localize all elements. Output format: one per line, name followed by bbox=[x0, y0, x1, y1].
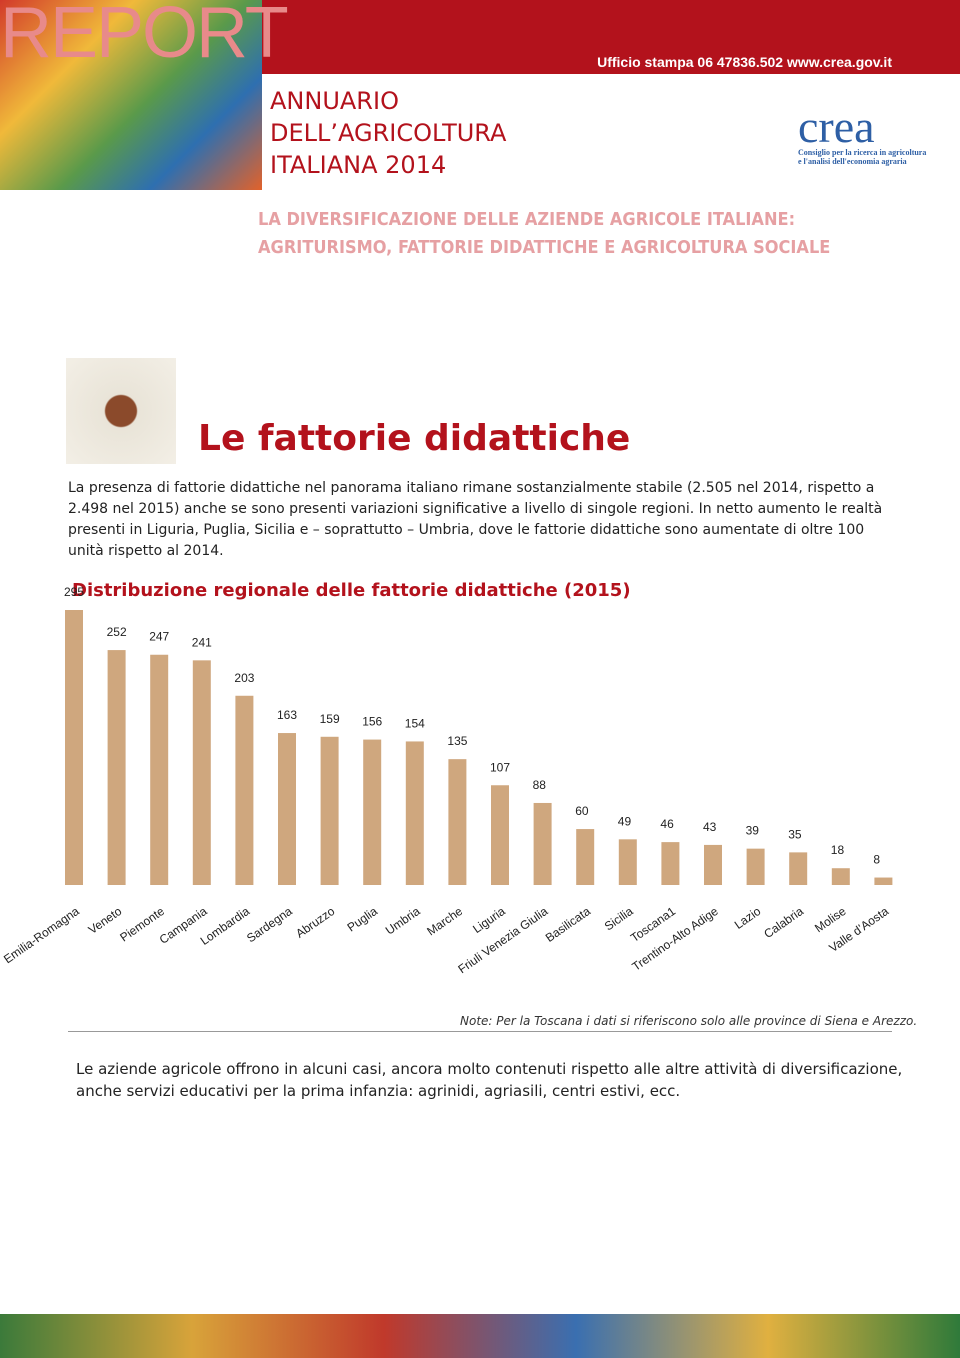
value-label: 241 bbox=[192, 635, 212, 649]
bar bbox=[448, 759, 467, 885]
value-label: 156 bbox=[362, 715, 382, 729]
chart: Distribuzione regionale delle fattorie d… bbox=[1, 580, 893, 975]
bar bbox=[789, 852, 808, 885]
logo-caption-line: Consiglio per la ricerca in agricoltura bbox=[798, 148, 927, 157]
value-label: 43 bbox=[703, 820, 717, 834]
bar bbox=[192, 660, 211, 885]
value-label: 295 bbox=[64, 585, 84, 599]
bar bbox=[874, 877, 893, 885]
annual-title: ANNUARIO DELL’AGRICOLTURA ITALIANA 2014 bbox=[270, 85, 506, 181]
section-title: Le fattorie didattiche bbox=[198, 418, 631, 459]
value-label: 159 bbox=[320, 712, 340, 726]
logo-caption: Consiglio per la ricerca in agricoltura … bbox=[798, 148, 926, 166]
bar bbox=[320, 736, 339, 885]
logo-caption-line: e l'analisi dell'economia agraria bbox=[798, 157, 907, 166]
bar bbox=[618, 839, 637, 885]
title-line: ANNUARIO bbox=[270, 87, 399, 115]
category-label: Sicilia bbox=[602, 904, 636, 934]
value-label: 163 bbox=[277, 708, 297, 722]
category-label: Calabria bbox=[761, 904, 806, 941]
value-label: 18 bbox=[831, 843, 845, 857]
contact: Ufficio stampa 06 47836.502 www.crea.gov… bbox=[597, 54, 892, 70]
value-label: 39 bbox=[746, 824, 760, 838]
bar bbox=[576, 829, 595, 885]
category-label: Lazio bbox=[732, 904, 764, 932]
footer-artwork bbox=[0, 1314, 960, 1358]
bar bbox=[746, 848, 765, 885]
bar bbox=[363, 739, 382, 885]
bar bbox=[831, 868, 850, 885]
intro: La presenza di fattorie didattiche nel p… bbox=[68, 480, 883, 559]
value-label: 60 bbox=[575, 804, 589, 818]
value-label: 107 bbox=[490, 760, 510, 774]
bar bbox=[661, 842, 680, 885]
bar bbox=[278, 733, 296, 885]
value-label: 135 bbox=[447, 734, 467, 748]
category-label: Abruzzo bbox=[293, 904, 337, 941]
closing: Le aziende agricole offrono in alcuni ca… bbox=[76, 1060, 903, 1100]
value-label: 88 bbox=[533, 778, 547, 792]
title-line: ITALIANA 2014 bbox=[270, 151, 447, 179]
bar bbox=[107, 650, 126, 885]
bar bbox=[405, 741, 424, 885]
value-label: 252 bbox=[107, 625, 127, 639]
bar bbox=[150, 654, 169, 885]
chart-title: Distribuzione regionale delle fattorie d… bbox=[72, 580, 631, 601]
header-artwork bbox=[0, 0, 262, 190]
note-rule bbox=[68, 1031, 892, 1032]
logo: crea bbox=[798, 101, 875, 152]
note: Note: Per la Toscana i dati si riferisco… bbox=[460, 1014, 918, 1028]
subtitle-line: AGRITURISMO, FATTORIE DIDATTICHE E AGRIC… bbox=[258, 237, 831, 258]
section-illustration bbox=[66, 358, 176, 464]
category-label: Emilia-Romagna bbox=[1, 904, 82, 967]
category-label: Basilicata bbox=[543, 904, 593, 945]
value-label: 8 bbox=[873, 853, 880, 867]
value-label: 35 bbox=[788, 827, 802, 841]
category-label: Molise bbox=[812, 904, 849, 936]
category-label: Puglia bbox=[345, 904, 381, 935]
category-label: Marche bbox=[424, 904, 465, 939]
bar bbox=[533, 802, 552, 885]
value-label: 203 bbox=[234, 671, 254, 685]
category-label: Umbria bbox=[383, 904, 423, 938]
value-label: 49 bbox=[618, 814, 632, 828]
bar bbox=[235, 695, 254, 885]
bar bbox=[65, 610, 83, 885]
bar bbox=[491, 785, 509, 885]
category-label: Sardegna bbox=[244, 904, 295, 946]
banner: REPORT bbox=[0, 0, 289, 73]
value-label: 247 bbox=[149, 630, 169, 644]
bar bbox=[704, 844, 722, 885]
subtitle: LA DIVERSIFICAZIONE DELLE AZIENDE AGRICO… bbox=[258, 206, 830, 262]
value-label: 154 bbox=[405, 716, 425, 730]
title-line: DELL’AGRICOLTURA bbox=[270, 119, 507, 147]
subtitle-line: LA DIVERSIFICAZIONE DELLE AZIENDE AGRICO… bbox=[258, 209, 796, 230]
value-label: 46 bbox=[660, 817, 674, 831]
